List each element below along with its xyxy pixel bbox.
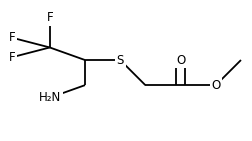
Text: O: O — [210, 79, 219, 92]
Text: F: F — [9, 51, 15, 64]
Text: O: O — [175, 54, 184, 67]
Text: F: F — [46, 11, 53, 24]
Text: F: F — [9, 31, 15, 44]
Text: S: S — [116, 54, 123, 67]
Text: H₂N: H₂N — [39, 91, 61, 104]
